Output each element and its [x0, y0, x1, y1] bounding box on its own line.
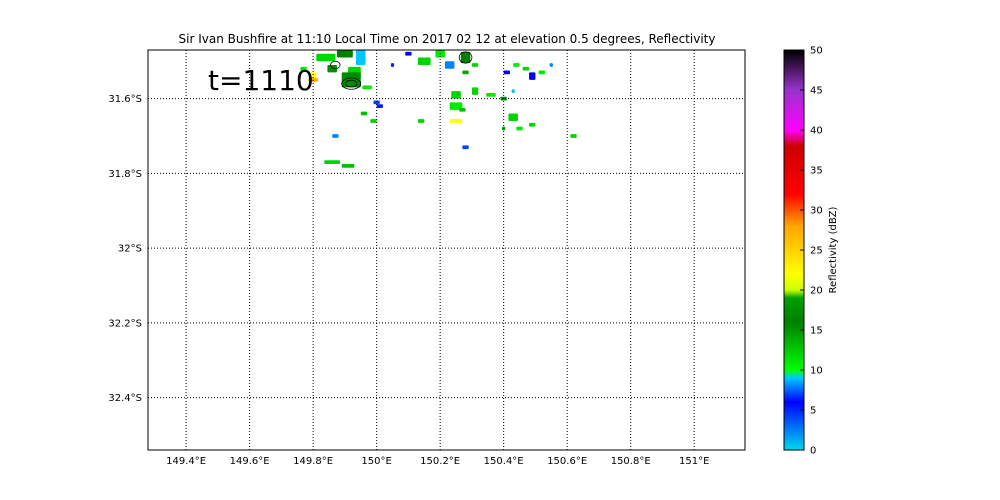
- radar-echo: [370, 119, 376, 123]
- radar-echo: [445, 61, 455, 68]
- radar-echo: [472, 87, 478, 94]
- colorbar-tick-label: 20: [810, 286, 823, 297]
- plot-frame: [148, 50, 745, 450]
- x-tick-label: 150.4°E: [484, 456, 524, 467]
- colorbar-tick-label: 15: [810, 326, 823, 337]
- colorbar-tick-label: 0: [810, 446, 816, 457]
- colorbar-tick-label: 45: [810, 86, 823, 97]
- colorbar-tick-label: 10: [810, 366, 823, 377]
- radar-echo: [450, 119, 463, 123]
- y-tick-label: 31.8°S: [108, 169, 142, 180]
- plot-area: 149.4°E 149.6°E 149.8°E 150°E 150.2°E 150.4°E…: [108, 50, 745, 467]
- radar-echo: [539, 71, 545, 75]
- colorbar: 0 5 10 15 20 25 30 35 40 45 50: [784, 46, 823, 457]
- colorbar-tick-label: 25: [810, 246, 823, 257]
- radar-echo: [512, 89, 515, 93]
- radar-echo: [356, 50, 366, 65]
- radar-echo: [462, 145, 468, 149]
- y-tick-label: 32°S: [118, 244, 142, 255]
- radar-echo: [529, 72, 535, 79]
- radar-echo: [486, 93, 496, 97]
- x-tick-label: 150.2°E: [420, 456, 460, 467]
- radar-echo: [324, 160, 340, 164]
- radar-echo: [513, 63, 519, 67]
- radar-echo: [361, 112, 367, 116]
- radar-echo: [377, 104, 383, 108]
- colorbar-tick-label: 40: [810, 126, 823, 137]
- radar-echo: [405, 52, 411, 56]
- radar-echo: [451, 91, 461, 98]
- y-tick-label: 32.4°S: [108, 393, 142, 404]
- colorbar-tick-label: 30: [810, 206, 823, 217]
- radar-echo: [570, 134, 576, 138]
- radar-echo: [508, 114, 518, 121]
- radar-echo: [462, 71, 468, 75]
- radar-echo: [418, 57, 431, 64]
- radar-echo: [391, 63, 394, 67]
- y-tick-label: 31.6°S: [108, 94, 142, 105]
- radar-echo: [332, 134, 338, 138]
- radar-echo: [337, 50, 353, 57]
- y-tick-label: 32.2°S: [108, 318, 142, 329]
- colorbar-tick-label: 50: [810, 46, 823, 57]
- x-tick-label: 149.4°E: [166, 456, 206, 467]
- x-tick-label: 151°E: [679, 456, 709, 467]
- radar-echo: [418, 119, 424, 123]
- colorbar-tick-label: 35: [810, 166, 823, 177]
- x-tick-label: 150.8°E: [611, 456, 651, 467]
- x-tick-label: 149.6°E: [230, 456, 270, 467]
- radar-echo: [362, 86, 372, 90]
- radar-echo: [342, 164, 355, 168]
- chart-title: Sir Ivan Bushfire at 11:10 Local Time on…: [179, 32, 716, 46]
- radar-echo: [461, 52, 471, 63]
- x-tick-label: 150.6°E: [547, 456, 587, 467]
- radar-echo: [550, 63, 553, 67]
- radar-echoes: [300, 50, 576, 168]
- x-tick-label: 150°E: [361, 456, 391, 467]
- x-tick-label: 149.8°E: [293, 456, 333, 467]
- colorbar-tick-label: 5: [810, 406, 816, 417]
- radar-echo: [516, 127, 522, 131]
- radar-echo: [523, 67, 529, 71]
- radar-echo: [459, 108, 465, 112]
- colorbar-label: Reflectivity (dBZ): [828, 206, 839, 293]
- radar-echo: [529, 123, 535, 127]
- radar-echo: [472, 63, 478, 67]
- radar-echo: [504, 71, 510, 75]
- radar-echo: [316, 54, 335, 61]
- time-annotation: t=1110: [208, 64, 314, 97]
